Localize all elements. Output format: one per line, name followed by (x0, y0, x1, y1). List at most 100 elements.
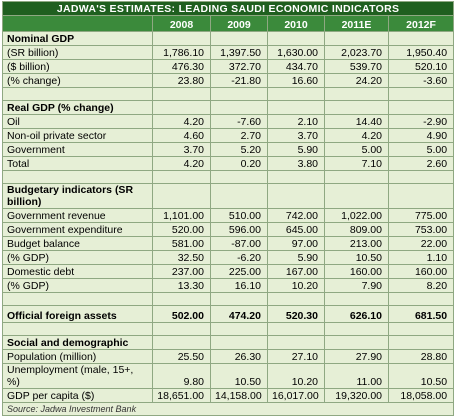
spacer-cell (324, 322, 389, 336)
empty-cell (267, 183, 325, 209)
section-title: Social and demographic (2, 335, 153, 350)
value-cell: 510.00 (210, 208, 268, 223)
empty-cell (324, 31, 389, 46)
spacer-row (2, 292, 455, 306)
column-header: 2011E (324, 15, 389, 32)
value-cell: 7.90 (324, 278, 389, 293)
data-row: GDP per capita ($) 18,651.00 14,158.00 16,0… (2, 388, 455, 403)
section-row: Real GDP (% change) (2, 100, 455, 115)
value-cell: 4.20 (152, 114, 211, 129)
row-label: Budget balance (2, 236, 153, 251)
spacer-row (2, 87, 455, 101)
section-title: Official foreign assets (2, 305, 153, 323)
spacer-cell (210, 170, 268, 184)
section-title: Real GDP (% change) (2, 100, 153, 115)
spacer-row (2, 170, 455, 184)
data-row: Oil 4.20 -7.60 2.10 14.40 -2.90 (2, 114, 455, 129)
header-row: 2008 2009 2010 2011E 2012F (2, 15, 455, 32)
column-header: 2012F (387, 15, 455, 32)
value-cell: 16.60 (267, 73, 325, 88)
row-label: Oil (2, 114, 153, 129)
spacer-cell (387, 87, 455, 101)
data-row: Budget balance 581.00 -87.00 97.00 213.00 22.… (2, 236, 455, 251)
spacer-cell (2, 87, 153, 101)
row-label: Total (2, 156, 153, 171)
value-cell: 28.80 (387, 349, 455, 364)
value-cell: 10.50 (210, 363, 268, 389)
row-label: (SR billion) (2, 45, 153, 60)
empty-cell (210, 31, 268, 46)
section-title: Budgetary indicators (SR billion) (2, 183, 153, 209)
empty-cell (387, 31, 455, 46)
value-cell: 160.00 (387, 264, 455, 279)
value-cell: 1,022.00 (324, 208, 389, 223)
data-row: Government revenue 1,101.00 510.00 742.00 1,… (2, 208, 455, 223)
value-cell: 32.50 (152, 250, 211, 265)
value-cell: 16,017.00 (267, 388, 325, 403)
spacer-cell (2, 322, 153, 336)
row-label: Government revenue (2, 208, 153, 223)
data-row: Government expenditure 520.00 596.00 645.00… (2, 222, 455, 237)
value-cell: 775.00 (387, 208, 455, 223)
value-cell: 2.60 (387, 156, 455, 171)
section-row: Social and demographic (2, 335, 455, 350)
spacer-cell (267, 292, 325, 306)
data-row: (SR billion) 1,786.10 1,397.50 1,630.00 2,02… (2, 45, 455, 60)
spacer-cell (267, 87, 325, 101)
spacer-cell (210, 322, 268, 336)
value-cell: 26.30 (210, 349, 268, 364)
value-cell: 5.00 (324, 142, 389, 157)
section-title: Nominal GDP (2, 31, 153, 46)
row-label: GDP per capita ($) (2, 388, 153, 403)
value-cell: 520.10 (387, 59, 455, 74)
empty-cell (387, 100, 455, 115)
value-cell: 213.00 (324, 236, 389, 251)
table-title: JADWA'S ESTIMATES: LEADING SAUDI ECONOMI… (1, 1, 455, 16)
value-cell: 5.90 (267, 142, 325, 157)
value-cell: -2.90 (387, 114, 455, 129)
spacer-cell (152, 87, 211, 101)
value-cell: -21.80 (210, 73, 268, 88)
value-cell: 8.20 (387, 278, 455, 293)
section-row: Official foreign assets 502.00 474.20 520.3… (2, 305, 455, 323)
data-row: Non-oil private sector 4.60 2.70 3.70 4.20 4.… (2, 128, 455, 143)
value-cell: 16.10 (210, 278, 268, 293)
row-label: Government (2, 142, 153, 157)
value-cell: 27.90 (324, 349, 389, 364)
spacer-cell (152, 170, 211, 184)
source-note: Source: Jadwa Investment Bank (1, 402, 455, 416)
value-cell: 225.00 (210, 264, 268, 279)
value-cell: 10.20 (267, 363, 325, 389)
empty-cell (152, 183, 211, 209)
value-cell: 809.00 (324, 222, 389, 237)
value-cell: 7.10 (324, 156, 389, 171)
spacer-cell (2, 292, 153, 306)
value-cell: 753.00 (387, 222, 455, 237)
value-cell: 11.00 (324, 363, 389, 389)
value-cell: 23.80 (152, 73, 211, 88)
row-label: Government expenditure (2, 222, 153, 237)
row-label: (% GDP) (2, 250, 153, 265)
value-cell: 14.40 (324, 114, 389, 129)
empty-cell (152, 31, 211, 46)
column-header: 2010 (267, 15, 325, 32)
value-cell: 2,023.70 (324, 45, 389, 60)
data-row: Total 4.20 0.20 3.80 7.10 2.60 (2, 156, 455, 171)
value-cell: 18,651.00 (152, 388, 211, 403)
row-label: Population (million) (2, 349, 153, 364)
section-row: Budgetary indicators (SR billion) (2, 183, 455, 209)
empty-cell (387, 335, 455, 350)
column-header: 2008 (152, 15, 211, 32)
data-row: ($ billion) 476.30 372.70 434.70 539.70 520.1… (2, 59, 455, 74)
value-cell: 520.00 (152, 222, 211, 237)
empty-cell (210, 183, 268, 209)
empty-cell (267, 335, 325, 350)
empty-cell (152, 100, 211, 115)
value-cell: 167.00 (267, 264, 325, 279)
spacer-cell (387, 322, 455, 336)
spacer-cell (267, 322, 325, 336)
spacer-cell (152, 322, 211, 336)
empty-cell (387, 183, 455, 209)
value-cell: 4.90 (387, 128, 455, 143)
